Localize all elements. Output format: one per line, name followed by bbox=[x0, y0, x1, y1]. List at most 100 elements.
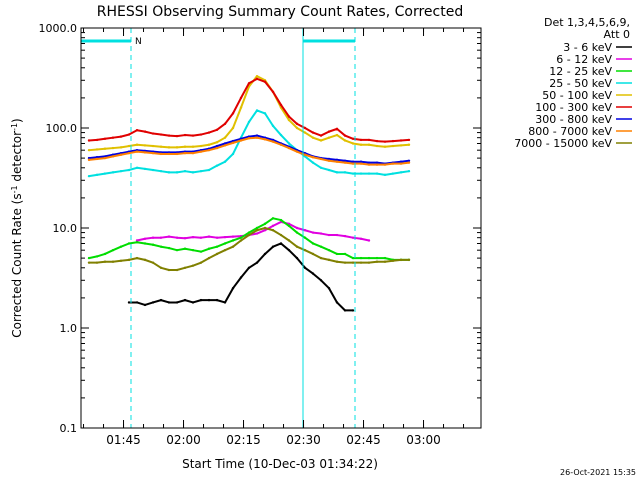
data-point bbox=[287, 224, 291, 228]
data-point bbox=[247, 231, 251, 234]
legend-label: 100 - 300 keV bbox=[535, 101, 612, 114]
data-point bbox=[311, 242, 315, 245]
data-point bbox=[263, 80, 267, 83]
data-point bbox=[247, 266, 251, 269]
data-point bbox=[263, 252, 267, 256]
data-point bbox=[287, 142, 291, 145]
data-point bbox=[199, 250, 203, 253]
data-point bbox=[271, 245, 275, 248]
data-point bbox=[279, 143, 283, 146]
data-point bbox=[159, 145, 163, 148]
data-point bbox=[167, 134, 171, 137]
data-point bbox=[199, 236, 203, 239]
data-point bbox=[183, 298, 187, 302]
data-point bbox=[223, 242, 227, 245]
data-point bbox=[143, 130, 147, 133]
data-point bbox=[279, 133, 283, 137]
data-point bbox=[111, 146, 115, 150]
data-point bbox=[175, 236, 179, 239]
data-point bbox=[335, 133, 339, 137]
data-point bbox=[247, 137, 251, 140]
data-point bbox=[199, 298, 203, 302]
data-point bbox=[327, 248, 331, 252]
data-point bbox=[223, 235, 227, 239]
y-axis-label-close: ) bbox=[10, 118, 24, 123]
data-point bbox=[367, 172, 371, 175]
data-point bbox=[175, 248, 179, 252]
data-point bbox=[151, 168, 155, 172]
data-point bbox=[351, 142, 355, 145]
data-point bbox=[143, 242, 147, 245]
data-point bbox=[143, 303, 147, 307]
data-point bbox=[399, 258, 403, 262]
data-point bbox=[327, 157, 331, 161]
data-point bbox=[111, 260, 115, 263]
data-point bbox=[375, 139, 379, 143]
data-point bbox=[303, 131, 307, 134]
data-point bbox=[207, 298, 211, 302]
data-point bbox=[303, 236, 307, 239]
data-point bbox=[207, 148, 211, 152]
legend-label: 6 - 12 keV bbox=[556, 53, 612, 66]
data-point bbox=[335, 233, 339, 237]
data-point bbox=[407, 138, 411, 142]
data-point bbox=[391, 172, 395, 175]
data-point bbox=[143, 151, 147, 154]
data-point bbox=[311, 272, 315, 275]
data-point bbox=[231, 235, 235, 238]
legend-label: 3 - 6 keV bbox=[563, 41, 612, 54]
data-point bbox=[375, 144, 379, 148]
data-point bbox=[207, 247, 211, 250]
data-point bbox=[343, 261, 347, 264]
data-point bbox=[183, 266, 187, 269]
data-point bbox=[343, 139, 347, 142]
data-point bbox=[215, 245, 219, 248]
data-point bbox=[183, 237, 187, 240]
data-point bbox=[303, 248, 307, 252]
data-point bbox=[303, 126, 307, 130]
data-point bbox=[239, 96, 243, 100]
legend-label: 7000 - 15000 keV bbox=[514, 137, 612, 150]
legend-header-line-2: Att 0 bbox=[604, 28, 630, 41]
data-point bbox=[399, 160, 403, 163]
data-point bbox=[167, 152, 171, 156]
data-point bbox=[191, 151, 195, 155]
data-point bbox=[375, 256, 379, 260]
data-point bbox=[263, 138, 267, 141]
data-point bbox=[319, 245, 323, 248]
data-point bbox=[167, 301, 171, 304]
data-point bbox=[327, 168, 331, 172]
data-point bbox=[87, 156, 91, 160]
data-point bbox=[183, 247, 187, 250]
data-point bbox=[151, 236, 155, 239]
data-point bbox=[343, 159, 347, 162]
data-point bbox=[327, 159, 331, 162]
data-point bbox=[151, 243, 155, 246]
data-point bbox=[351, 172, 355, 175]
data-point bbox=[319, 139, 323, 142]
data-point bbox=[239, 276, 243, 279]
data-point bbox=[167, 235, 171, 238]
data-point bbox=[327, 258, 331, 262]
data-point bbox=[223, 248, 227, 252]
data-point bbox=[335, 252, 339, 256]
data-point bbox=[87, 256, 91, 260]
data-point bbox=[399, 171, 403, 174]
data-point bbox=[159, 298, 163, 302]
data-point bbox=[135, 150, 139, 153]
data-point bbox=[95, 156, 99, 159]
night-marker: N bbox=[135, 37, 142, 47]
data-point bbox=[247, 120, 251, 124]
data-point bbox=[111, 171, 115, 174]
data-point bbox=[103, 156, 107, 160]
data-point bbox=[87, 158, 91, 162]
data-point bbox=[95, 138, 99, 142]
data-point bbox=[247, 82, 251, 85]
data-point bbox=[351, 162, 355, 165]
data-point bbox=[191, 134, 195, 137]
data-point bbox=[135, 239, 139, 242]
data-point bbox=[343, 234, 347, 238]
data-point bbox=[87, 174, 91, 178]
data-point bbox=[111, 136, 115, 139]
data-point bbox=[167, 171, 171, 174]
